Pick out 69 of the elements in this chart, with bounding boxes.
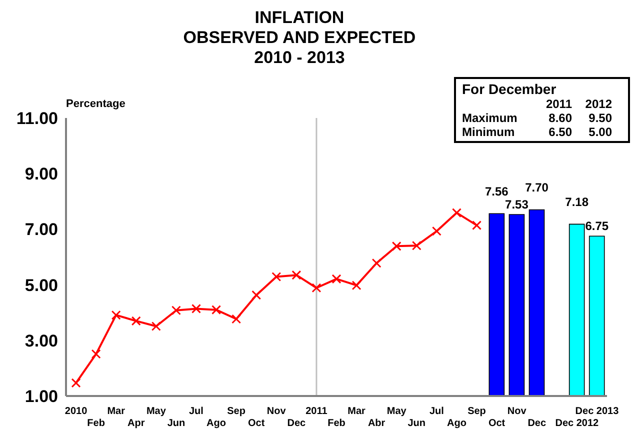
annotation: 5.00 [588, 125, 612, 139]
point [111, 310, 121, 320]
y-tick-label: 11.00 [16, 109, 58, 128]
x-tick-label: Ago [206, 418, 226, 429]
x-tick-label: Jun [167, 418, 186, 429]
y-tick-label: 1.00 [24, 387, 58, 406]
x-tick-label: Jul [429, 406, 444, 417]
y-tick-label: 3.00 [24, 331, 58, 350]
data-label: 7.70 [525, 180, 549, 195]
text: For December [462, 81, 556, 97]
point [232, 314, 242, 324]
x-tick-label: Oct [248, 418, 266, 429]
x-tick-label: Mar [348, 406, 366, 417]
point [392, 241, 402, 251]
category-label: 2011 [546, 97, 572, 111]
annotation: Maximum [462, 111, 518, 125]
x-tick-label: Abr [368, 418, 386, 429]
point [151, 321, 161, 331]
x-tick-label: Dec 2012 [555, 418, 600, 429]
point [71, 378, 81, 388]
x-tick-label: 2010 [64, 406, 88, 417]
x-tick-label: Oct [488, 418, 506, 429]
x-tick-label: Feb [328, 418, 346, 429]
annotation: 9.50 [588, 111, 612, 125]
point [131, 316, 141, 326]
annotation: 8.60 [548, 111, 572, 125]
y-tick-label: 5.00 [24, 276, 58, 295]
x-tick-label: Mar [107, 406, 126, 417]
text: 2012 [585, 97, 612, 111]
point [452, 208, 462, 218]
data-label: 7.56 [485, 184, 509, 199]
x-tick-label: Nov [266, 406, 286, 417]
x-tick-label: Sep [468, 406, 486, 417]
x-tick-label: May [146, 406, 166, 417]
point [372, 258, 382, 268]
point [252, 290, 262, 300]
x-tick-label: 2011 [306, 406, 328, 417]
chart-title: INFLATION OBSERVED AND EXPECTED 2010 - 2013 [182, 8, 417, 68]
x-tick-label: Dec [528, 418, 546, 429]
data-label: 7.53 [505, 197, 529, 212]
point [412, 240, 422, 250]
point [91, 349, 101, 359]
x-tick-label: May [386, 406, 407, 417]
annotation: Minimum [462, 125, 516, 139]
point [292, 270, 302, 280]
y-tick-label: 7.00 [24, 220, 58, 240]
point [191, 304, 201, 314]
data-label: 7.18 [565, 195, 589, 210]
y-tick-label: 9.00 [24, 164, 58, 184]
y-axis-title: Percentage [66, 98, 126, 110]
x-tick-label: Sep [227, 406, 246, 417]
x-tick-label: Ago [446, 418, 466, 429]
data-label: 6.75 [585, 219, 609, 234]
x-tick-label: Jun [408, 418, 426, 429]
point [332, 274, 342, 284]
point [272, 272, 282, 282]
point [312, 283, 322, 293]
annotation: 6.50 [548, 125, 572, 139]
point [432, 226, 442, 236]
x-tick-label: Dec 2013 [575, 406, 620, 417]
point [171, 306, 181, 316]
x-tick-label: Feb [87, 418, 105, 429]
point [472, 220, 482, 230]
x-tick-label: Apr [128, 418, 145, 429]
x-tick-label: Jul [189, 406, 204, 417]
x-tick-label: Nov [507, 406, 527, 417]
x-tick-label: Dec [287, 418, 306, 429]
point [212, 305, 222, 315]
point [352, 280, 362, 290]
